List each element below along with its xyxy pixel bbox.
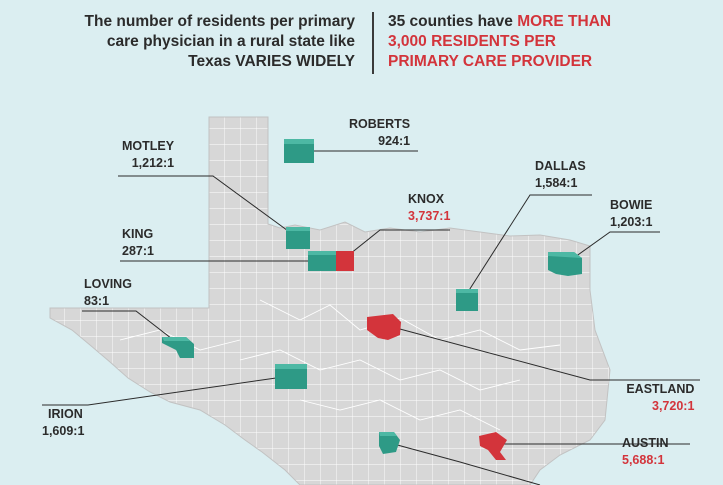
county-marker-loving xyxy=(162,337,194,358)
county-marker-south xyxy=(379,432,400,454)
county-name: BOWIE xyxy=(610,198,653,212)
county-label-dallas: DALLAS 1,584:1 xyxy=(535,158,586,192)
header-left-line: care physician in a rural state like xyxy=(106,33,355,50)
county-label-loving: LOVING 83:1 xyxy=(84,276,132,310)
county-label-austin: AUSTIN 5,688:1 xyxy=(622,435,669,469)
county-ratio: 1,203:1 xyxy=(610,215,653,229)
county-label-irion: IRION 1,609:1 xyxy=(42,406,84,440)
header-right-line: 3,000 RESIDENTS PER xyxy=(388,32,708,52)
county-label-knox: KNOX 3,737:1 xyxy=(408,191,450,225)
county-marker-king xyxy=(308,251,336,271)
county-ratio: 5,688:1 xyxy=(622,453,665,467)
county-name: EASTLAND xyxy=(626,382,695,396)
county-name: AUSTIN xyxy=(622,436,669,450)
county-name: KNOX xyxy=(408,192,445,206)
county-label-roberts: ROBERTS 924:1 xyxy=(349,116,410,150)
county-marker-motley xyxy=(286,227,310,249)
county-ratio: 287:1 xyxy=(122,244,154,258)
header-right-emphasis: PRIMARY CARE PROVIDER xyxy=(388,53,593,70)
county-marker-knox xyxy=(336,251,354,271)
county-name: LOVING xyxy=(84,277,132,291)
county-name: MOTLEY xyxy=(122,139,175,153)
county-marker-eastland xyxy=(367,314,401,340)
header-divider xyxy=(372,12,374,74)
county-name: IRION xyxy=(48,407,83,421)
header-right-text: 35 counties have MORE THAN 3,000 RESIDEN… xyxy=(388,12,708,72)
header-right-line: 35 counties have MORE THAN xyxy=(388,12,708,32)
county-ratio: 3,720:1 xyxy=(652,399,695,413)
header-left-line: Texas VARIES WIDELY xyxy=(188,53,355,70)
county-ratio: 1,584:1 xyxy=(535,176,578,190)
header-right-emphasis: 3,000 RESIDENTS PER xyxy=(388,33,556,50)
county-ratio: 924:1 xyxy=(378,134,411,148)
header-right-plain: 35 counties have xyxy=(388,13,518,30)
county-label-bowie: BOWIE 1,203:1 xyxy=(610,197,652,231)
leader-lines xyxy=(42,150,700,485)
header-left-text: The number of residents per primary care… xyxy=(30,12,355,72)
county-markers xyxy=(162,139,582,460)
header-left-line: The number of residents per primary xyxy=(84,13,355,30)
county-marker-bowie xyxy=(548,252,582,276)
county-ratio: 1,609:1 xyxy=(42,424,85,438)
county-name: DALLAS xyxy=(535,159,586,173)
county-label-motley: MOTLEY 1,212:1 xyxy=(122,138,174,172)
county-label-king: KING 287:1 xyxy=(122,226,154,260)
header-right-emphasis: MORE THAN xyxy=(517,13,612,30)
county-ratio: 3,737:1 xyxy=(408,209,451,223)
county-marker-roberts xyxy=(284,139,314,163)
county-marker-irion xyxy=(275,364,307,389)
county-ratio: 83:1 xyxy=(84,294,110,308)
header-right-line: PRIMARY CARE PROVIDER xyxy=(388,52,708,72)
county-name: ROBERTS xyxy=(349,117,411,131)
county-name: KING xyxy=(122,227,154,241)
county-marker-austin xyxy=(479,432,507,460)
county-ratio: 1,212:1 xyxy=(131,156,175,170)
county-marker-dallas xyxy=(456,289,478,311)
county-label-eastland: EASTLAND 3,720:1 xyxy=(624,381,694,415)
